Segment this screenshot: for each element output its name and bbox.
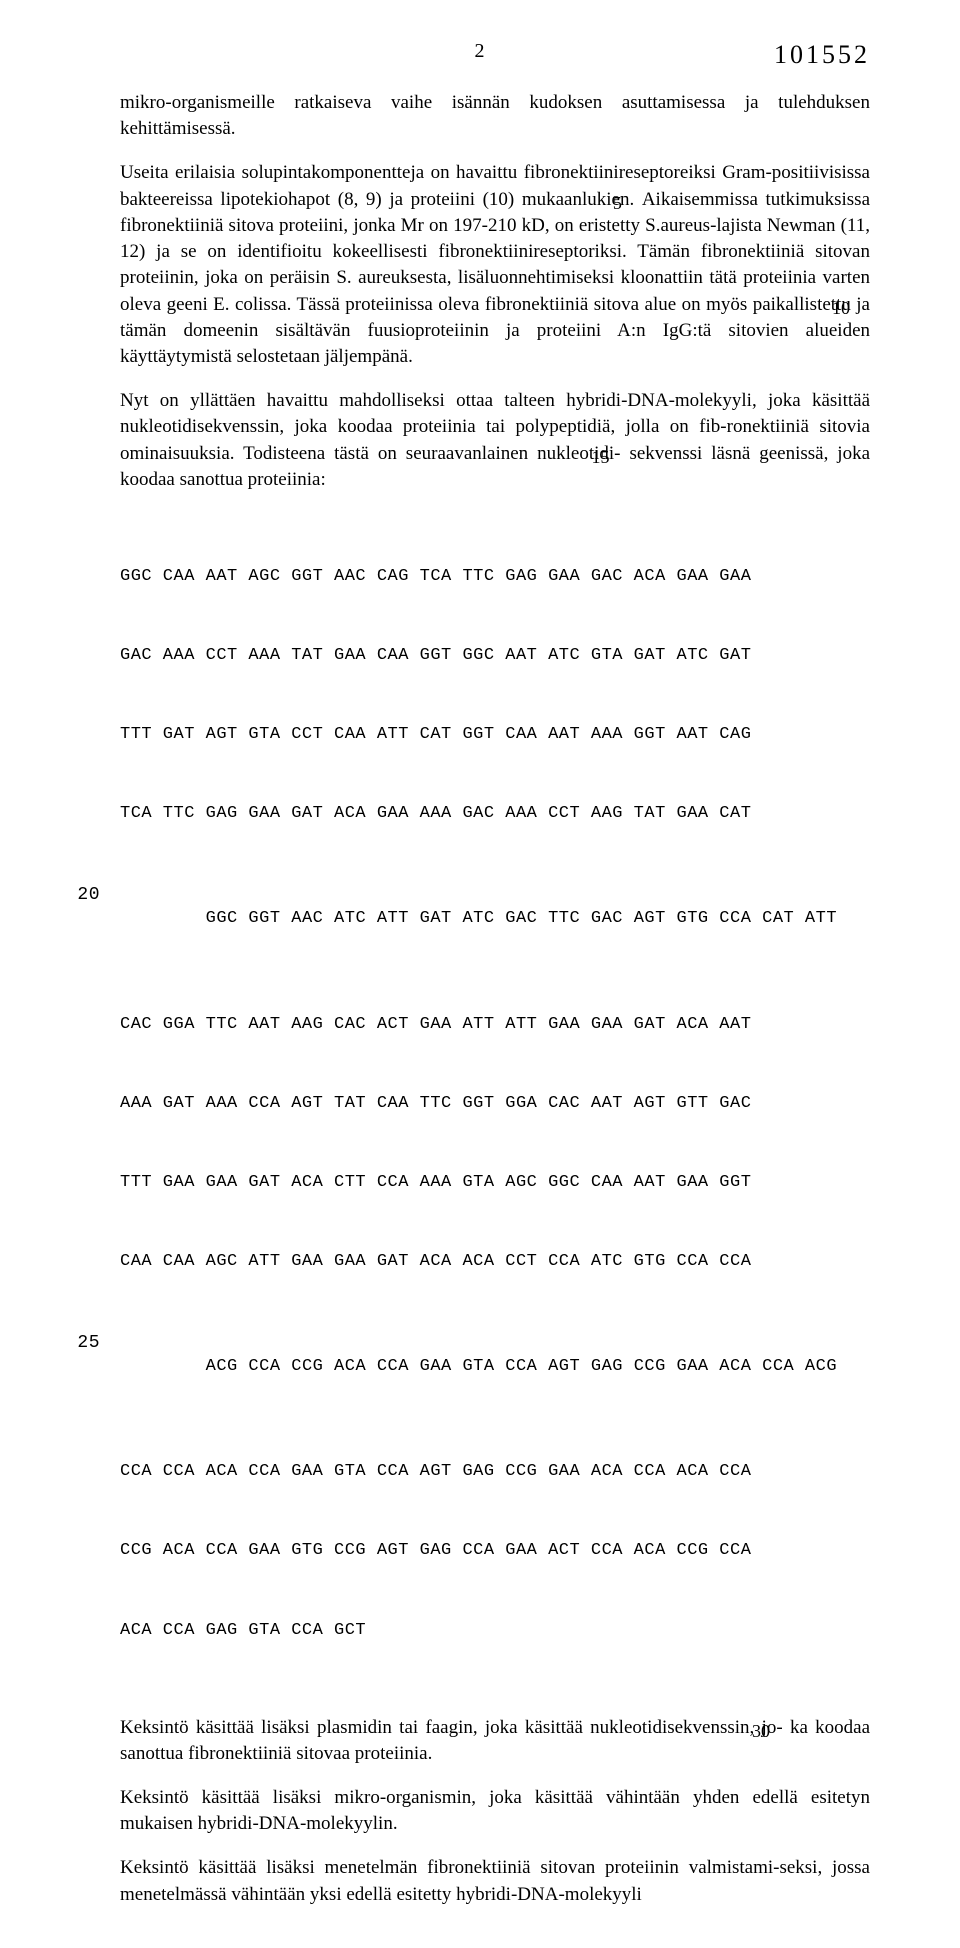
line-marker-25: 25 bbox=[70, 1330, 100, 1358]
seq-line: CAC GGA TTC AAT AAG CAC ACT GAA ATT ATT … bbox=[120, 1012, 870, 1038]
seq-line: 25ACG CCA CCG ACA CCA GAA GTA CCA AGT GA… bbox=[120, 1328, 870, 1407]
seq-text: ACG CCA CCG ACA CCA GAA GTA CCA AGT GAG … bbox=[206, 1357, 837, 1376]
paragraph-1: mikro-organismeille ratkaiseva vaihe isä… bbox=[120, 90, 870, 142]
paragraph-5: Keksintö käsittää lisäksi mikro-organism… bbox=[120, 1785, 870, 1837]
page: 2 101552 mikro-organismeille ratkaiseva … bbox=[0, 0, 960, 1948]
seq-line: 20GGC GGT AAC ATC ATT GAT ATC GAC TTC GA… bbox=[120, 880, 870, 959]
page-header: 2 101552 bbox=[120, 40, 870, 70]
page-number: 2 bbox=[475, 40, 486, 63]
seq-line: CCA CCA ACA CCA GAA GTA CCA AGT GAG CCG … bbox=[120, 1459, 870, 1485]
para-text: Keksintö käsittää lisäksi menetelmän fib… bbox=[120, 1857, 870, 1904]
body-text: mikro-organismeille ratkaiseva vaihe isä… bbox=[120, 90, 870, 1908]
seq-line: ACA CCA GAG GTA CCA GCT bbox=[120, 1618, 870, 1644]
line-marker-10: 10 bbox=[820, 296, 850, 321]
seq-line: TCA TTC GAG GAA GAT ACA GAA AAA GAC AAA … bbox=[120, 801, 870, 827]
para-text: Keksintö käsittää lisäksi mikro-organism… bbox=[120, 1787, 870, 1834]
seq-line: TTT GAA GAA GAT ACA CTT CCA AAA GTA AGC … bbox=[120, 1170, 870, 1196]
paragraph-6: Keksintö käsittää lisäksi menetelmän fib… bbox=[120, 1855, 870, 1907]
seq-line: CAA CAA AGC ATT GAA GAA GAT ACA ACA CCT … bbox=[120, 1249, 870, 1275]
sequence-block: GGC CAA AAT AGC GGT AAC CAG TCA TTC GAG … bbox=[120, 511, 870, 1696]
paragraph-2: Useita erilaisia solupintakomponentteja … bbox=[120, 160, 870, 370]
document-number: 101552 bbox=[774, 40, 870, 70]
line-marker-5: 5 bbox=[592, 191, 622, 216]
seq-line: TTT GAT AGT GTA CCT CAA ATT CAT GGT CAA … bbox=[120, 722, 870, 748]
seq-line: AAA GAT AAA CCA AGT TAT CAA TTC GGT GGA … bbox=[120, 1091, 870, 1117]
para-text: tämän domeenin sisältävän fuusioproteiin… bbox=[120, 320, 870, 367]
line-marker-30: 30 bbox=[740, 1719, 770, 1744]
para-text: mikro-organismeille ratkaiseva vaihe isä… bbox=[120, 92, 870, 139]
line-marker-15: 15 bbox=[579, 445, 609, 470]
paragraph-4: Keksintö käsittää lisäksi plasmidin tai … bbox=[120, 1715, 870, 1767]
seq-line: CCG ACA CCA GAA GTG CCG AGT GAG CCA GAA … bbox=[120, 1538, 870, 1564]
paragraph-3: Nyt on yllättäen havaittu mahdolliseksi … bbox=[120, 388, 870, 493]
line-marker-20: 20 bbox=[70, 882, 100, 910]
seq-line: GAC AAA CCT AAA TAT GAA CAA GGT GGC AAT … bbox=[120, 643, 870, 669]
seq-text: GGC GGT AAC ATC ATT GAT ATC GAC TTC GAC … bbox=[206, 909, 837, 928]
para-text: Keksintö käsittää lisäksi plasmidin tai … bbox=[120, 1717, 783, 1738]
seq-line: GGC CAA AAT AGC GGT AAC CAG TCA TTC GAG … bbox=[120, 564, 870, 590]
